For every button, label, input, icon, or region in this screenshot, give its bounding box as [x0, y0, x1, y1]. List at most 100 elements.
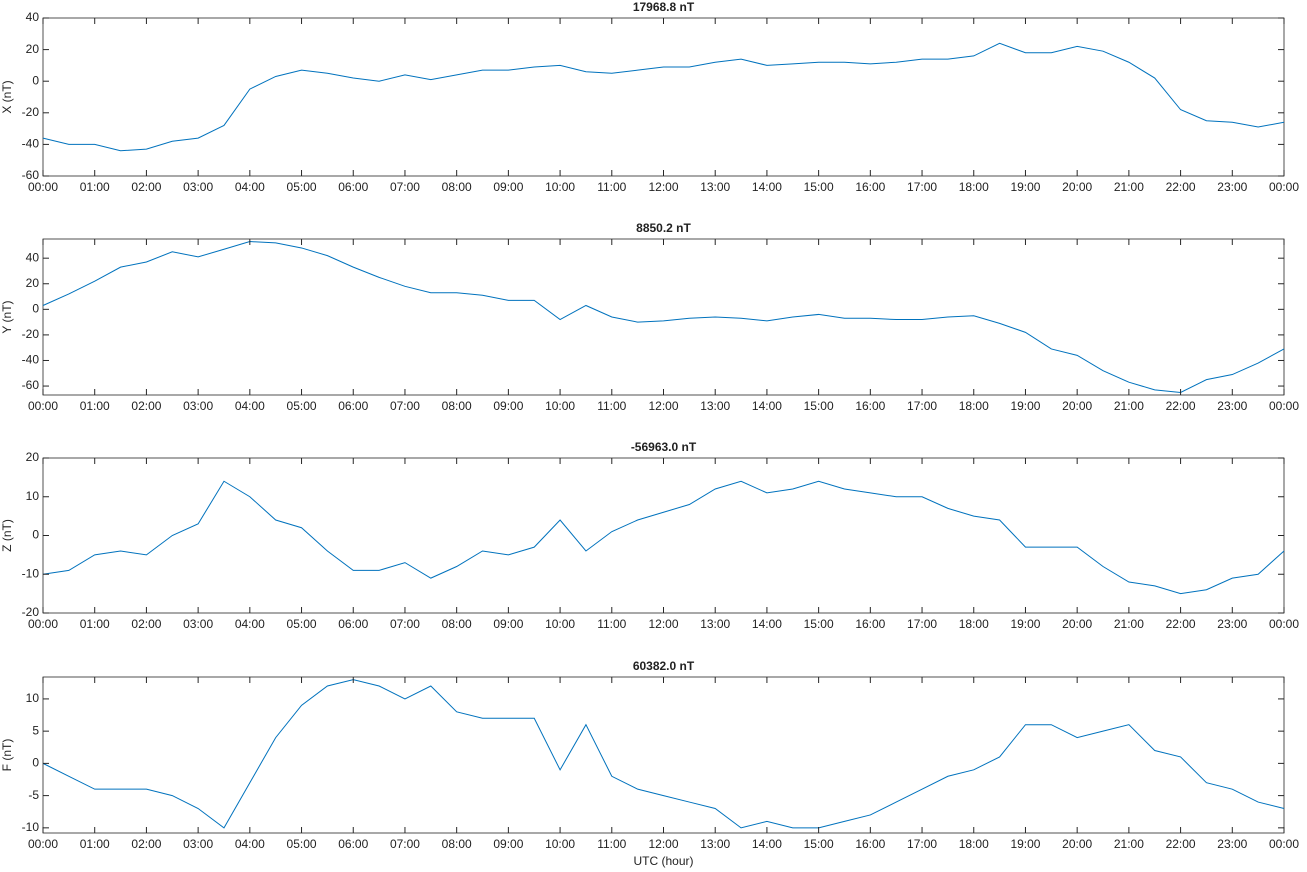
y-tick-label: 40 — [26, 250, 40, 264]
x-tick-label: 16:00 — [855, 180, 885, 194]
x-tick-label: 11:00 — [597, 180, 626, 194]
x-tick-label: 07:00 — [390, 399, 420, 413]
x-tick-label: 07:00 — [390, 180, 420, 194]
x-tick-label: 23:00 — [1217, 837, 1247, 851]
x-tick-label: 17:00 — [907, 837, 937, 851]
x-tick-label: 23:00 — [1217, 180, 1247, 194]
data-line — [42, 480, 1285, 595]
x-tick-label: 09:00 — [493, 837, 523, 851]
x-tick-label: 18:00 — [959, 180, 989, 194]
x-tick-label: 14:00 — [752, 837, 782, 851]
y-tick-label: -60 — [22, 168, 40, 182]
x-tick-label: 05:00 — [287, 399, 317, 413]
x-tick-label: 15:00 — [804, 180, 834, 194]
x-tick-label: 19:00 — [1010, 180, 1040, 194]
x-tick-label: 12:00 — [648, 180, 678, 194]
x-axis-label: UTC (hour) — [633, 854, 693, 868]
plot-area — [42, 238, 1285, 396]
x-tick-label: 00:00 — [1269, 399, 1299, 413]
y-tick-label: 20 — [26, 450, 40, 464]
x-tick-label: 18:00 — [959, 617, 989, 631]
x-tick-label: 19:00 — [1010, 837, 1040, 851]
y-tick-label: -40 — [22, 353, 40, 367]
y-tick-label: -10 — [22, 820, 40, 834]
x-tick-label: 17:00 — [907, 399, 937, 413]
x-tick-label: 01:00 — [80, 837, 110, 851]
x-tick-label: 04:00 — [235, 180, 265, 194]
x-tick-label: 21:00 — [1114, 837, 1144, 851]
x-tick-label: 00:00 — [1269, 837, 1299, 851]
x-tick-label: 16:00 — [855, 837, 885, 851]
y-tick-label: 0 — [32, 73, 39, 87]
x-tick-label: 07:00 — [390, 837, 420, 851]
chart-title: 17968.8 nT — [633, 0, 695, 14]
x-tick-label: 02:00 — [131, 837, 161, 851]
x-tick-label: 02:00 — [131, 399, 161, 413]
y-tick-label: -40 — [22, 137, 40, 151]
x-tick-label: 05:00 — [287, 180, 317, 194]
y-tick-label: -20 — [22, 327, 40, 341]
x-tick-label: 21:00 — [1114, 617, 1144, 631]
x-tick-label: 22:00 — [1166, 617, 1196, 631]
x-tick-label: 12:00 — [648, 837, 678, 851]
x-tick-label: 23:00 — [1217, 399, 1247, 413]
y-tick-label: -20 — [22, 605, 40, 619]
y-tick-label: 20 — [26, 276, 40, 290]
x-tick-label: 02:00 — [131, 180, 161, 194]
x-tick-label: 17:00 — [907, 180, 937, 194]
x-tick-label: 00:00 — [28, 837, 58, 851]
x-tick-label: 13:00 — [700, 617, 730, 631]
chart-title: 60382.0 nT — [633, 659, 695, 673]
y-tick-label: 5 — [32, 723, 39, 737]
x-tick-label: 13:00 — [700, 399, 730, 413]
x-tick-label: 03:00 — [183, 180, 213, 194]
x-tick-label: 11:00 — [597, 399, 626, 413]
x-tick-label: 07:00 — [390, 617, 420, 631]
x-tick-label: 20:00 — [1062, 180, 1092, 194]
y-tick-label: 40 — [26, 10, 40, 24]
x-tick-label: 04:00 — [235, 399, 265, 413]
y-tick-label: 10 — [26, 489, 40, 503]
x-tick-label: 21:00 — [1114, 180, 1144, 194]
plot-area — [42, 676, 1285, 834]
x-tick-label: 06:00 — [338, 399, 368, 413]
y-tick-label: -20 — [22, 105, 40, 119]
x-tick-label: 22:00 — [1166, 399, 1196, 413]
y-tick-label: 0 — [32, 301, 39, 315]
x-tick-label: 03:00 — [183, 399, 213, 413]
x-tick-label: 08:00 — [442, 617, 472, 631]
plot-area — [42, 457, 1285, 614]
x-tick-label: 00:00 — [28, 399, 58, 413]
x-tick-label: 17:00 — [907, 617, 937, 631]
y-tick-label: -10 — [22, 566, 40, 580]
x-tick-label: 14:00 — [752, 399, 782, 413]
x-tick-label: 08:00 — [442, 399, 472, 413]
y-axis-label: Z (nT) — [0, 519, 14, 552]
x-tick-label: 04:00 — [235, 617, 265, 631]
x-tick-label: 03:00 — [183, 617, 213, 631]
y-tick-label: 0 — [32, 756, 39, 770]
x-tick-label: 10:00 — [545, 399, 575, 413]
x-tick-label: 23:00 — [1217, 617, 1247, 631]
x-tick-label: 00:00 — [28, 180, 58, 194]
x-tick-label: 11:00 — [597, 617, 626, 631]
x-tick-label: 05:00 — [287, 837, 317, 851]
x-tick-label: 19:00 — [1010, 399, 1040, 413]
x-tick-label: 14:00 — [752, 617, 782, 631]
x-tick-label: 01:00 — [80, 399, 110, 413]
y-tick-label: -60 — [22, 378, 40, 392]
x-tick-label: 00:00 — [1269, 617, 1299, 631]
x-tick-label: 13:00 — [700, 837, 730, 851]
plot-area — [42, 17, 1285, 177]
x-tick-label: 22:00 — [1166, 837, 1196, 851]
x-tick-label: 04:00 — [235, 837, 265, 851]
x-tick-label: 10:00 — [545, 617, 575, 631]
x-tick-label: 14:00 — [752, 180, 782, 194]
x-tick-label: 13:00 — [700, 180, 730, 194]
x-tick-label: 11:00 — [597, 837, 626, 851]
y-tick-label: -5 — [28, 788, 39, 802]
x-tick-label: 00:00 — [1269, 180, 1299, 194]
x-tick-label: 09:00 — [493, 617, 523, 631]
data-line — [42, 42, 1285, 152]
